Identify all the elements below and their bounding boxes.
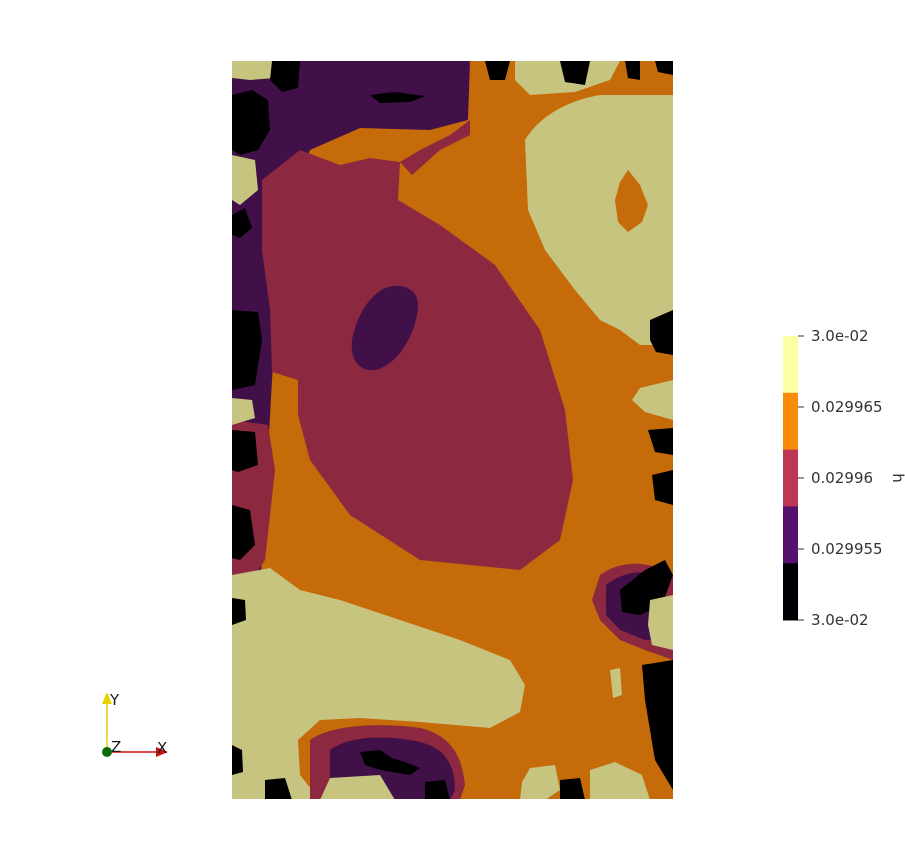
- contour-band-black-right-2: [652, 470, 673, 505]
- contour-band-black-right-3: [642, 660, 673, 790]
- contour-band-khaki-upper-right: [525, 95, 673, 345]
- contour-band-purple-core: [351, 285, 418, 371]
- legend-tick-label: 3.0e-02: [811, 611, 869, 629]
- contour-band-khaki-bottom-3: [320, 775, 395, 799]
- orientation-axes: X Y Z: [102, 691, 168, 757]
- legend-band-2: [783, 449, 798, 507]
- x-axis-arrowhead: [156, 747, 168, 757]
- contour-band-black-top-4: [625, 61, 640, 80]
- contour-band-black-right-1: [650, 310, 673, 355]
- contour-band-black-bottom-2: [425, 780, 450, 799]
- y-axis-label: Y: [109, 691, 120, 709]
- contour-band-orange-islet: [615, 170, 648, 232]
- contour-band-khaki-bottom-1: [520, 765, 560, 799]
- legend-tick-label: 0.02996: [811, 469, 873, 487]
- legend-tick-label: 0.029955: [811, 540, 883, 558]
- legend-color-bands: [783, 336, 798, 621]
- contour-band-khaki-right-lower: [610, 668, 622, 698]
- legend-tick-label: 0.029965: [811, 398, 883, 416]
- contour-band-crimson: [262, 150, 573, 570]
- contour-band-khaki-top-left: [232, 61, 280, 80]
- legend-ticks: 3.0e-02 0.029965 0.02996 0.029955 3.0e-02: [798, 327, 883, 629]
- contour-band-khaki-right-low: [648, 595, 673, 650]
- contour-band-black-left-1: [232, 90, 270, 155]
- contour-band-black-left-7: [232, 745, 243, 775]
- legend-band-3: [783, 392, 798, 451]
- contour-plot: [232, 61, 673, 799]
- legend-band-0: [783, 563, 798, 621]
- contour-band-black-top-6: [370, 92, 425, 103]
- contour-band-black-bottom-3: [560, 778, 585, 799]
- contour-band-black-top-1: [270, 61, 300, 92]
- legend-band-4: [783, 336, 798, 394]
- contour-band-black-left-4: [232, 505, 255, 560]
- legend-tick-label: 3.0e-02: [811, 327, 869, 345]
- contour-band-khaki-left-2: [232, 398, 255, 425]
- contour-band-black-top-5: [655, 61, 673, 75]
- contour-band-khaki-bottom-2: [590, 762, 650, 799]
- contour-band-black-left-3: [232, 430, 258, 472]
- y-axis-arrowhead: [102, 692, 112, 704]
- contour-band-black-left-2: [232, 310, 262, 390]
- legend-title: h: [889, 473, 905, 483]
- contour-band-black-top-2: [485, 61, 510, 80]
- contour-band-khaki-lower-left: [232, 568, 525, 799]
- x-axis-label: X: [157, 739, 167, 757]
- contour-band-black-bottom-1: [265, 778, 292, 799]
- color-legend: 3.0e-02 0.029965 0.02996 0.029955 3.0e-02 h: [783, 327, 905, 629]
- contour-band-black-top-3: [560, 61, 590, 85]
- contour-band-black-right-4: [648, 428, 673, 455]
- contour-band-black-left-6: [232, 208, 252, 238]
- contour-band-black-left-5: [232, 598, 246, 625]
- contour-band-purple-top: [300, 61, 445, 128]
- contour-band-crimson-top: [400, 120, 470, 175]
- z-axis-label: Z: [111, 738, 121, 756]
- contour-band-khaki-right-mid: [632, 380, 673, 420]
- legend-band-1: [783, 506, 798, 564]
- z-axis-dot: [102, 747, 112, 757]
- contour-band-black-bottom: [360, 750, 420, 775]
- contour-band-khaki-left-1: [232, 155, 258, 205]
